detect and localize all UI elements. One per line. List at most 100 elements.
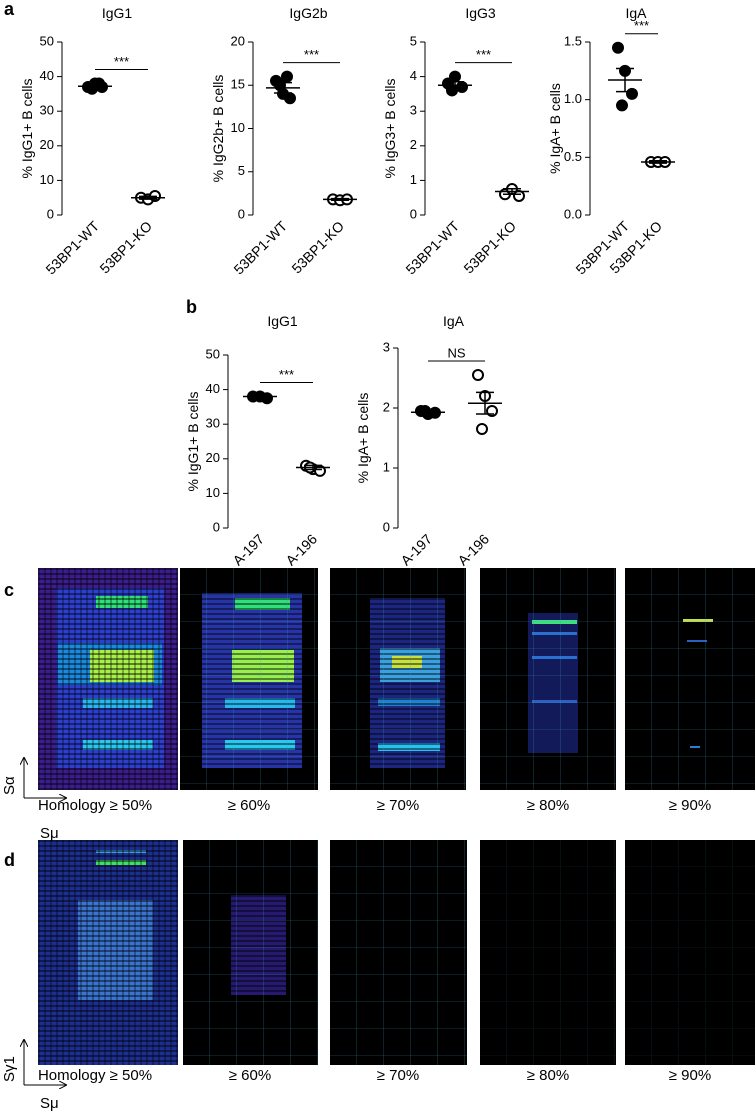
- y-tick-label: 2: [410, 137, 417, 152]
- y-tick-label: 3: [383, 339, 390, 354]
- axis-label: Sγ1: [1, 1056, 18, 1082]
- heatmap-row-d: [38, 840, 755, 1065]
- axis-label: Sμ: [40, 1095, 59, 1112]
- caption: ≥ 70%: [377, 1067, 419, 1084]
- data-point: [284, 92, 296, 105]
- y-axis-label: % IgA+ B cells: [547, 83, 563, 174]
- significance-label: NS: [447, 345, 465, 360]
- chart-title: IgG2b: [289, 5, 327, 21]
- y-tick-label: 20: [40, 137, 54, 152]
- x-tick-label: 53BP1-KO: [460, 218, 519, 277]
- chart-title: IgA: [443, 313, 465, 329]
- y-tick-label: 0.5: [564, 149, 582, 164]
- y-tick-label: 10: [231, 120, 245, 135]
- y-tick-label: 0.0: [564, 206, 582, 221]
- x-tick-label: 53BP1-WT: [42, 217, 102, 277]
- y-tick-label: 5: [238, 163, 245, 178]
- caption: ≥ 70%: [377, 797, 419, 814]
- y-tick-label: 1.5: [564, 33, 582, 48]
- axis-label: Sμ: [40, 825, 59, 842]
- significance-label: ***: [114, 54, 129, 69]
- y-tick-label: 0: [47, 206, 54, 221]
- chart-title: IgG1: [102, 5, 133, 21]
- y-tick-label: 1: [410, 172, 417, 187]
- data-point: [472, 369, 484, 381]
- y-tick-label: 3: [410, 103, 417, 118]
- y-tick-label: 1.0: [564, 91, 582, 106]
- panel-label: b: [186, 297, 197, 317]
- error-bar: [139, 195, 157, 200]
- y-tick-label: 50: [206, 346, 220, 361]
- caption: Homology ≥ 50%: [38, 797, 152, 814]
- error-bar: [616, 67, 634, 93]
- y-tick-label: 40: [206, 381, 220, 396]
- heatmap: [330, 840, 467, 1065]
- y-axis-label: % IgG2b+ B cells: [210, 75, 226, 183]
- error-bar: [274, 81, 292, 94]
- data-point: [626, 87, 638, 100]
- y-tick-label: 20: [231, 33, 245, 48]
- y-tick-label: 40: [40, 68, 54, 83]
- error-bar: [251, 394, 269, 399]
- data-point: [476, 423, 488, 435]
- x-tick-label: 53BP1-KO: [96, 218, 155, 277]
- significance-label: ***: [304, 47, 319, 62]
- data-point: [616, 99, 628, 112]
- caption: ≥ 90%: [669, 1067, 711, 1084]
- heatmap: [38, 840, 178, 1065]
- y-tick-label: 10: [206, 485, 220, 500]
- y-tick-label: 0: [238, 206, 245, 221]
- y-axis-label: % IgG1+ B cells: [19, 79, 35, 179]
- y-tick-label: 10: [40, 172, 54, 187]
- y-tick-label: 0: [383, 519, 390, 534]
- data-point: [281, 70, 293, 83]
- data-point: [513, 189, 525, 202]
- caption: Homology ≥ 50%: [38, 1067, 152, 1084]
- data-point: [612, 41, 624, 54]
- heatmap: [625, 840, 755, 1065]
- y-tick-label: 30: [206, 416, 220, 431]
- error-bar: [86, 83, 104, 90]
- chart-title: IgA: [625, 5, 647, 21]
- caption: ≥ 80%: [527, 797, 569, 814]
- y-tick-label: 5: [410, 33, 417, 48]
- x-tick-label: A-197: [229, 531, 267, 569]
- axis-label: Sα: [1, 776, 18, 795]
- panel-label: a: [4, 0, 15, 19]
- x-tick-label: 53BP1-WT: [402, 217, 462, 277]
- y-axis-label: % IgG1+ B cells: [185, 392, 201, 492]
- heatmap: [480, 840, 616, 1065]
- panel-label: d: [4, 850, 15, 870]
- error-bar: [304, 464, 322, 471]
- heatmap: [625, 568, 755, 790]
- heatmap: [180, 568, 318, 790]
- y-tick-label: 50: [40, 33, 54, 48]
- y-tick-label: 30: [40, 103, 54, 118]
- y-tick-label: 0: [213, 519, 220, 534]
- x-tick-label: 53BP1-KO: [288, 218, 347, 277]
- significance-label: ***: [279, 367, 294, 382]
- caption: ≥ 60%: [229, 1067, 271, 1084]
- heatmap: [330, 568, 466, 790]
- caption: ≥ 80%: [527, 1067, 569, 1084]
- y-tick-label: 0: [410, 206, 417, 221]
- significance-label: ***: [634, 18, 649, 33]
- heatmap: [38, 568, 178, 790]
- error-bar: [649, 160, 667, 164]
- error-bar: [446, 81, 464, 90]
- heatmap: [183, 840, 318, 1065]
- x-tick-label: A-196: [282, 531, 320, 569]
- data-point: [449, 70, 461, 83]
- panel-label: c: [4, 580, 14, 600]
- chart-title: IgG1: [267, 313, 298, 329]
- y-tick-label: 20: [206, 450, 220, 465]
- x-tick-label: 53BP1-WT: [230, 217, 290, 277]
- heatmap-row-c: [38, 568, 755, 790]
- x-tick-label: A-196: [454, 531, 492, 569]
- error-bar: [419, 408, 437, 416]
- significance-label: ***: [476, 47, 491, 62]
- heatmap: [480, 568, 616, 790]
- y-tick-label: 4: [410, 68, 417, 83]
- caption: ≥ 60%: [228, 797, 270, 814]
